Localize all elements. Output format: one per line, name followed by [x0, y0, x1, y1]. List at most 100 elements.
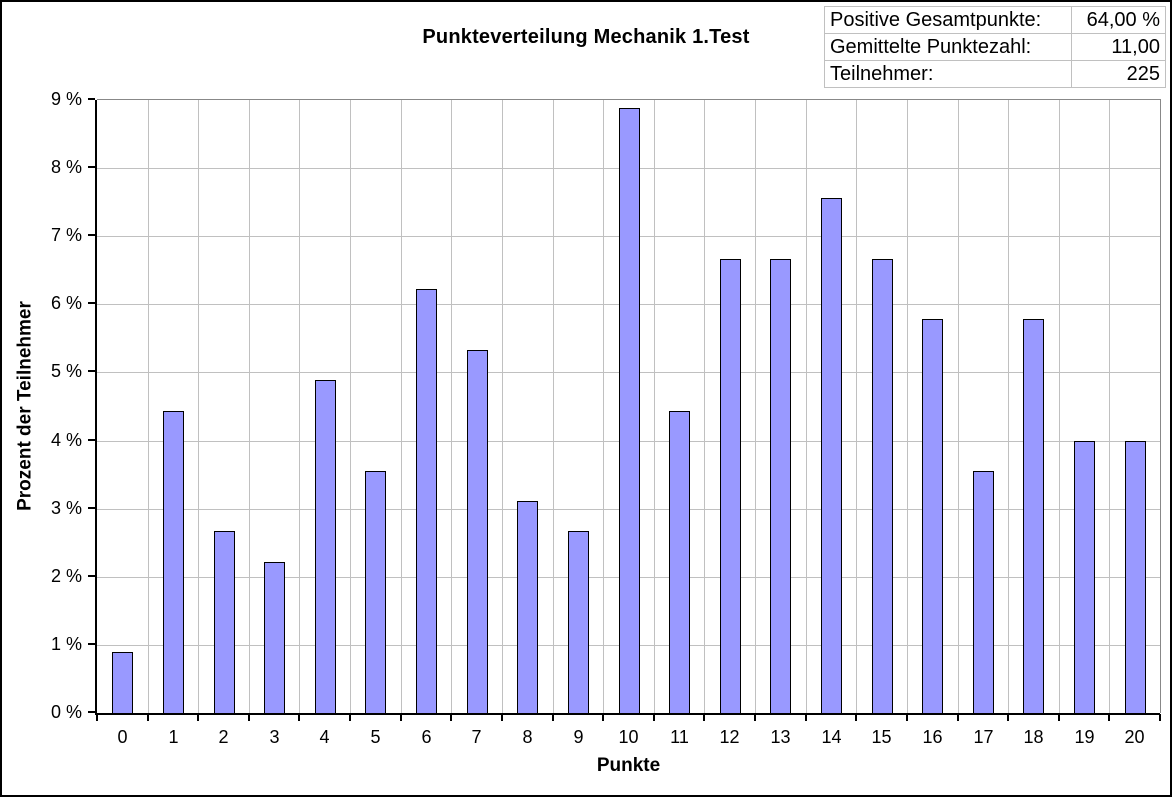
y-tick: [88, 575, 95, 577]
v-gridline: [451, 100, 452, 713]
v-gridline: [1109, 100, 1110, 713]
x-tick: [805, 714, 807, 721]
x-tick-label: 13: [770, 727, 791, 747]
x-tick: [501, 714, 503, 721]
x-tick-label: 9: [573, 727, 584, 747]
bar-5: [364, 470, 386, 713]
x-tick: [1108, 714, 1110, 721]
stats-value: 11,00: [1071, 33, 1166, 61]
bar-6: [415, 289, 437, 713]
x-axis-title: Punkte: [596, 755, 661, 776]
v-gridline: [198, 100, 199, 713]
v-gridline: [1059, 100, 1060, 713]
y-tick-label: 9 %: [50, 89, 82, 109]
bar-19: [1073, 440, 1095, 713]
bar-3: [263, 561, 285, 713]
x-tick: [1159, 714, 1161, 721]
x-tick-label: 8: [522, 727, 533, 747]
x-tick-label: 7: [471, 727, 482, 747]
stats-value: 64,00 %: [1071, 6, 1166, 34]
bar-13: [769, 258, 791, 713]
x-tick: [957, 714, 959, 721]
x-tick: [754, 714, 756, 721]
x-tick: [1058, 714, 1060, 721]
y-axis-title: Prozent der Teilnehmer: [14, 301, 36, 511]
bar-15: [871, 258, 893, 713]
v-gridline: [401, 100, 402, 713]
x-tick-label: 2: [218, 727, 229, 747]
y-tick: [88, 711, 95, 713]
x-tick-label: 11: [670, 727, 689, 747]
x-tick-label: 1: [168, 727, 179, 747]
v-gridline: [856, 100, 857, 713]
x-tick: [552, 714, 554, 721]
v-gridline: [299, 100, 300, 713]
y-tick-label: 8 %: [50, 157, 82, 177]
x-tick: [298, 714, 300, 721]
bar-8: [516, 501, 538, 713]
x-tick-label: 0: [117, 727, 128, 747]
v-gridline: [603, 100, 604, 713]
x-tick: [96, 714, 98, 721]
x-tick-label: 17: [973, 727, 994, 747]
y-tick-label: 6 %: [50, 293, 82, 313]
y-tick: [88, 507, 95, 509]
x-tick: [855, 714, 857, 721]
bar-14: [820, 198, 842, 713]
y-tick-label: 5 %: [50, 361, 82, 381]
v-gridline: [148, 100, 149, 713]
x-tick-label: 3: [269, 727, 280, 747]
x-tick-label: 20: [1124, 727, 1145, 747]
bar-18: [1022, 319, 1044, 713]
x-tick: [1007, 714, 1009, 721]
x-tick-label: 10: [618, 727, 639, 747]
v-gridline: [350, 100, 351, 713]
stats-label: Positive Gesamtpunkte:: [824, 6, 1072, 34]
bar-17: [972, 470, 994, 713]
x-tick: [349, 714, 351, 721]
x-tick-label: 15: [871, 727, 892, 747]
y-tick-label: 0 %: [50, 702, 82, 722]
x-tick: [602, 714, 604, 721]
y-tick: [88, 234, 95, 236]
y-tick: [88, 166, 95, 168]
x-tick-label: 14: [821, 727, 842, 747]
v-gridline: [502, 100, 503, 713]
x-tick: [400, 714, 402, 721]
y-tick-label: 3 %: [50, 498, 82, 518]
v-gridline: [553, 100, 554, 713]
x-tick: [197, 714, 199, 721]
bar-1: [162, 410, 184, 713]
y-tick: [88, 98, 95, 100]
stats-label: Teilnehmer:: [824, 60, 1072, 88]
x-tick-label: 6: [421, 727, 432, 747]
bar-10: [618, 107, 640, 713]
y-tick-label: 4 %: [50, 430, 82, 450]
x-tick-label: 16: [922, 727, 943, 747]
x-tick: [450, 714, 452, 721]
bar-7: [466, 350, 488, 713]
v-gridline: [1008, 100, 1009, 713]
bar-16: [921, 319, 943, 713]
v-gridline: [806, 100, 807, 713]
v-gridline: [704, 100, 705, 713]
v-gridline: [654, 100, 655, 713]
v-gridline: [958, 100, 959, 713]
bar-20: [1124, 440, 1146, 713]
bar-9: [567, 531, 589, 713]
stats-row-positive-gesamtpunkte: Positive Gesamtpunkte: 64,00 %: [824, 6, 1166, 34]
stats-value: 225: [1071, 60, 1166, 88]
bar-2: [213, 531, 235, 713]
x-axis-line: [95, 713, 1160, 715]
x-tick: [906, 714, 908, 721]
x-tick: [653, 714, 655, 721]
v-gridline: [907, 100, 908, 713]
y-tick: [88, 302, 95, 304]
stats-table: Positive Gesamtpunkte: 64,00 % Gemittelt…: [824, 6, 1166, 88]
x-tick-label: 19: [1074, 727, 1095, 747]
x-tick: [703, 714, 705, 721]
y-tick: [88, 439, 95, 441]
x-tick-label: 18: [1023, 727, 1044, 747]
x-tick-label: 5: [370, 727, 381, 747]
